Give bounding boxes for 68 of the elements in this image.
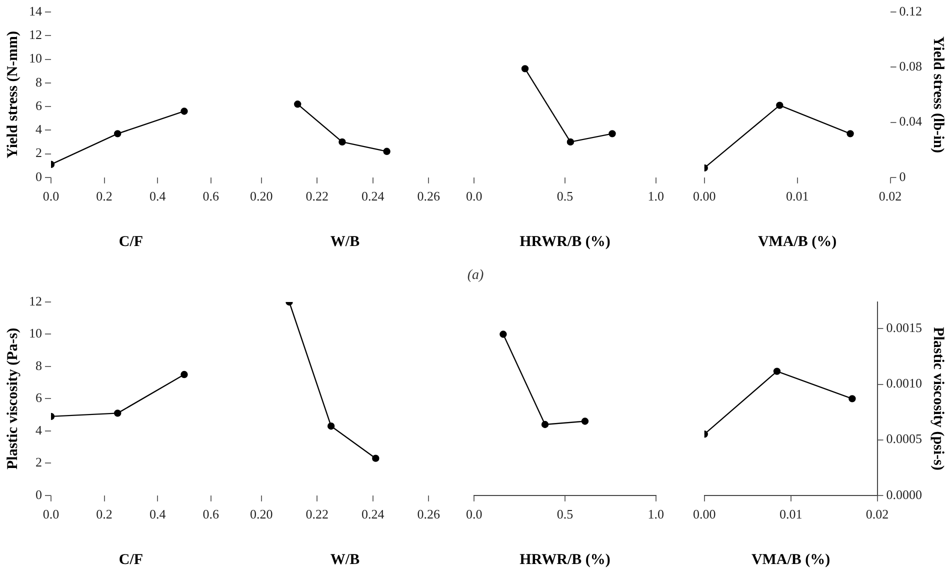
x-tick-label: 0.0: [42, 188, 60, 204]
y2-tick-label: 0.0000: [886, 486, 922, 502]
x-tick-label: 0.0: [466, 506, 482, 522]
y-tick-label: 12: [29, 27, 42, 42]
x-axis-title: C/F: [118, 234, 144, 250]
y2-tick-label: 0.0015: [886, 320, 922, 336]
y2-axis-title: Yield stress (lb-in): [930, 36, 946, 154]
y-axis-title: Yield stress (N-mm): [4, 30, 21, 158]
x-tick-label: 0.2: [96, 188, 112, 204]
y-tick-label: 0: [36, 168, 42, 184]
x-tick-label: 0.6: [202, 506, 220, 522]
y-axis-title: Plastic viscosity (Pa-s): [4, 328, 21, 470]
x-axis-title: W/B: [330, 234, 360, 250]
x-tick-label: 1.0: [648, 188, 664, 204]
x-tick-label: 0.6: [202, 188, 220, 204]
y-tick-label: 10: [29, 50, 42, 66]
y-tick-label: 2: [36, 145, 42, 160]
x-tick-label: 1.0: [648, 506, 664, 522]
y2-tick-label: 0.08: [899, 58, 922, 74]
y2-tick-label: 0: [899, 168, 906, 184]
x-tick-label: 0.24: [362, 506, 385, 522]
x-axis-title: HRWR/B (%): [520, 552, 610, 568]
x-tick-label: 0.0: [466, 188, 482, 204]
y-tick-label: 14: [29, 3, 42, 18]
y2-tick-label: 0.0010: [886, 376, 922, 391]
x-tick-label: 0.02: [866, 506, 889, 522]
x-tick-label: 0.5: [556, 506, 574, 522]
y-tick-label: 12: [29, 293, 42, 308]
y-tick-label: 4: [36, 422, 42, 438]
x-tick-label: 0.4: [149, 506, 166, 522]
y-tick-label: 6: [36, 390, 42, 406]
y-tick-label: 10: [29, 326, 42, 341]
y-tick-label: 0: [36, 486, 42, 502]
x-tick-label: 0.00: [693, 188, 716, 204]
x-axis-title: VMA/B (%): [758, 234, 837, 250]
y-tick-label: 8: [36, 358, 42, 373]
x-tick-label: 0.00: [693, 506, 716, 522]
x-tick-label: 0.26: [417, 506, 440, 522]
x-tick-label: 0.22: [306, 506, 328, 522]
x-tick-label: 0.20: [250, 506, 273, 522]
x-tick-label: 0.26: [417, 188, 440, 204]
point: [180, 370, 188, 378]
x-tick-label: 0.20: [250, 188, 273, 204]
x-tick-label: 0.24: [362, 188, 385, 204]
x-axis-title: C/F: [118, 552, 144, 568]
text: (a): [466, 268, 485, 284]
x-tick-label: 0.0: [42, 506, 60, 522]
y-tick-label: 4: [36, 122, 42, 137]
point: [114, 410, 122, 417]
y-tick-label: 8: [36, 74, 42, 90]
point: [180, 108, 188, 115]
y-tick-label: 2: [36, 454, 42, 470]
x-tick-label: 0.5: [556, 188, 574, 204]
y2-tick-label: 0.04: [899, 114, 922, 129]
x-tick-label: 0.22: [306, 188, 328, 204]
y-tick-label: 6: [36, 98, 42, 113]
x-tick-label: 0.01: [779, 506, 802, 522]
x-axis-title: W/B: [330, 552, 360, 568]
y2-axis-title: Plastic viscosity (psi-s): [930, 327, 946, 470]
x-tick-label: 0.01: [786, 188, 809, 204]
x-axis-title: VMA/B (%): [751, 552, 830, 568]
x-tick-label: 0.2: [96, 506, 112, 522]
x-axis-title: HRWR/B (%): [520, 234, 610, 250]
point: [114, 130, 122, 138]
y2-tick-label: 0.0005: [886, 431, 922, 446]
y2-tick-label: 0.12: [899, 3, 922, 18]
x-tick-label: 0.4: [149, 188, 166, 204]
x-tick-label: 0.02: [878, 188, 902, 204]
